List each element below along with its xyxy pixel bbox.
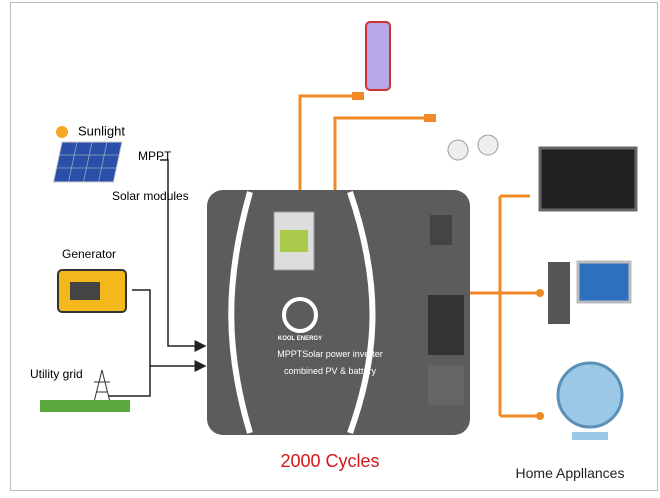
appliances-label: Home Appllances [516,465,625,481]
fan-base [572,432,608,440]
generator-icon [58,270,126,312]
tv-icon [540,148,636,210]
sunlight-label: Sunlight [78,123,125,138]
generator-label: Generator [62,247,116,261]
utility-grid-label: Utility grid [30,367,83,381]
solar-modules-label: Solar modules [112,189,189,203]
solar-panel [53,142,122,182]
sun-icon [56,126,68,138]
device-line1: MPPTSolar power inverter [277,349,383,359]
pc-tower [548,262,570,324]
device-line2: combined PV & battery [284,366,377,376]
inverter-device [207,190,470,435]
mppt-label: MPPT [138,149,172,163]
cycles-label: 2000 Cycles [280,451,379,471]
monitor-icon [578,262,630,302]
diagram: Sunlight MPPT Solar modules Generator Ut… [0,0,660,493]
phone-icon [366,22,390,90]
device-brand: KOOL ENERGY [278,336,322,342]
fan-icon [558,363,622,427]
